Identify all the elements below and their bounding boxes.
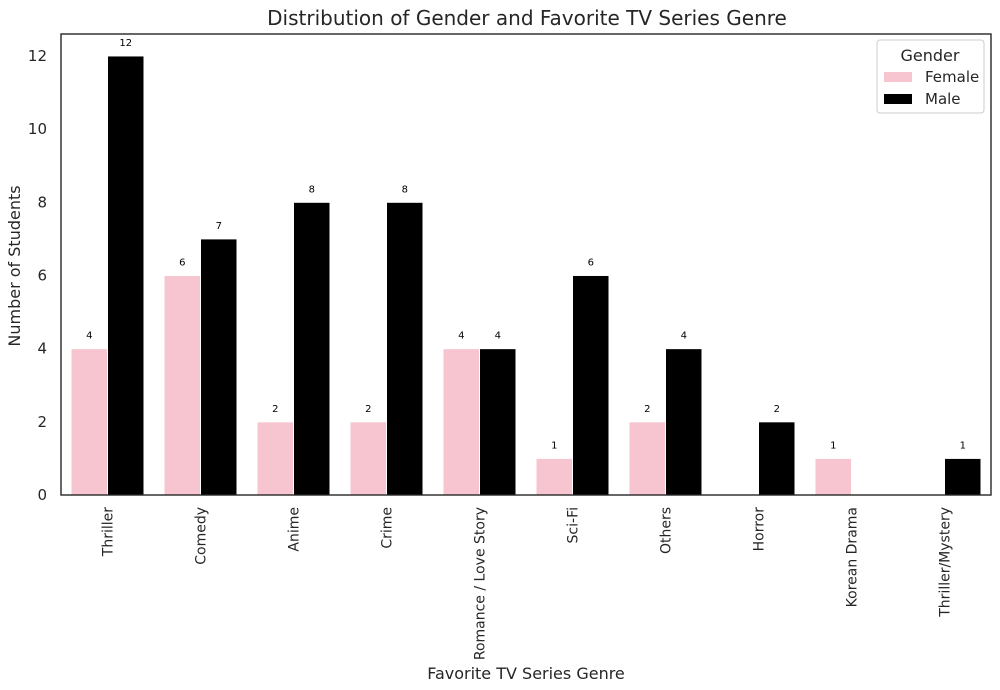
data-label-male-2: 8 xyxy=(309,184,315,195)
x-axis-label: Favorite TV Series Genre xyxy=(427,664,625,683)
x-tick-label: Korean Drama xyxy=(845,507,861,607)
data-label-male-1: 7 xyxy=(216,221,222,232)
bar-male-6 xyxy=(665,348,703,496)
data-label-male-4: 4 xyxy=(495,331,501,342)
bar-male-4 xyxy=(479,348,517,496)
legend-label-male: Male xyxy=(925,90,961,108)
y-tick-label: 10 xyxy=(28,120,47,138)
data-label-female-5: 1 xyxy=(551,440,557,451)
data-label-female-1: 6 xyxy=(179,257,185,268)
x-ticks-group: Thriller Comedy Anime Crime Romance / Love S… xyxy=(101,507,954,660)
y-tick-label: 8 xyxy=(37,193,47,211)
y-axis-label: Number of Students xyxy=(5,185,24,346)
x-tick-label: Horror xyxy=(752,507,768,552)
bar-male-5 xyxy=(572,274,610,496)
x-tick-label: Sci-Fi xyxy=(566,507,582,543)
x-tick-label: Thriller/Mystery xyxy=(938,507,954,618)
y-tick-label: 2 xyxy=(37,413,47,431)
data-label-male-6: 4 xyxy=(681,331,687,342)
data-label-male-9: 1 xyxy=(960,440,966,451)
y-ticks-group: 0 2 4 6 8 10 12 xyxy=(28,47,47,504)
legend[interactable]: Gender Female Male xyxy=(876,39,985,114)
legend-items: Female Male xyxy=(884,68,979,108)
data-label-male-7: 2 xyxy=(774,404,780,415)
legend-swatch-male xyxy=(884,94,912,104)
data-label-female-6: 2 xyxy=(644,404,650,415)
data-label-male-0: 12 xyxy=(119,38,132,49)
x-tick-label: Thriller xyxy=(101,507,117,557)
bar-female-6 xyxy=(628,421,666,496)
data-label-female-4: 4 xyxy=(458,331,464,342)
bars-group xyxy=(70,55,982,496)
bar-male-3 xyxy=(386,201,424,496)
legend-swatch-female xyxy=(884,72,912,82)
x-tick-label: Comedy xyxy=(194,507,210,565)
data-label-male-3: 8 xyxy=(402,184,408,195)
bar-female-1 xyxy=(163,274,201,496)
data-label-female-8: 1 xyxy=(830,440,836,451)
bar-female-0 xyxy=(70,348,108,496)
bar-female-4 xyxy=(442,348,480,496)
bar-female-8 xyxy=(814,457,852,496)
y-tick-label: 4 xyxy=(37,340,47,358)
legend-title: Gender xyxy=(901,46,960,65)
y-tick-label: 12 xyxy=(28,47,47,65)
bar-female-3 xyxy=(349,421,387,496)
bar-male-1 xyxy=(200,238,238,496)
plot-frame xyxy=(60,33,992,496)
bar-male-2 xyxy=(293,201,331,496)
y-tick-label: 0 xyxy=(37,486,47,504)
bar-male-7 xyxy=(758,421,796,496)
data-label-male-5: 6 xyxy=(588,257,594,268)
x-tick-label: Others xyxy=(659,507,675,554)
bar-female-5 xyxy=(535,457,573,496)
bar-male-9 xyxy=(944,457,982,496)
y-tick-label: 6 xyxy=(37,266,47,284)
data-label-female-2: 2 xyxy=(272,404,278,415)
legend-label-female: Female xyxy=(925,68,979,86)
x-tick-label: Anime xyxy=(287,507,303,552)
x-tick-label: Romance / Love Story xyxy=(473,507,489,660)
chart-title: Distribution of Gender and Favorite TV S… xyxy=(267,6,787,30)
bar-female-2 xyxy=(256,421,294,496)
data-label-female-0: 4 xyxy=(86,331,92,342)
bar-male-0 xyxy=(107,55,145,496)
data-label-female-3: 2 xyxy=(365,404,371,415)
x-tick-label: Crime xyxy=(380,507,396,549)
